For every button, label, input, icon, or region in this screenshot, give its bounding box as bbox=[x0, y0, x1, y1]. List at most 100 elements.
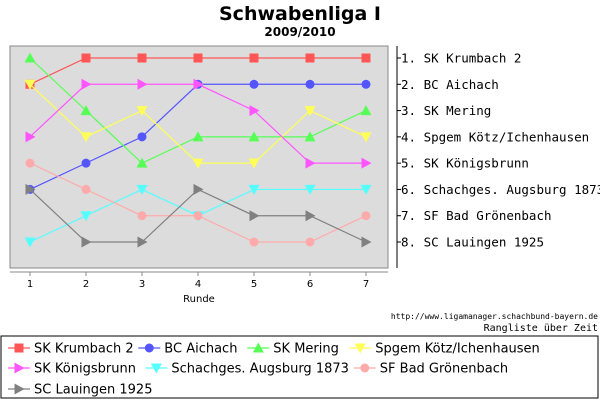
data-point bbox=[193, 211, 203, 221]
data-point bbox=[24, 237, 36, 248]
x-tick-label: 4 bbox=[195, 279, 201, 290]
chart-caption: Rangliste über Zeit bbox=[484, 323, 598, 334]
legend-entry: SK Königsbrunn bbox=[8, 362, 136, 377]
data-point bbox=[361, 79, 371, 89]
data-point bbox=[136, 157, 148, 168]
rank-label: 7. SF Bad Grönenbach bbox=[401, 208, 552, 223]
plot-area bbox=[9, 45, 389, 269]
data-point bbox=[25, 158, 35, 168]
data-point bbox=[192, 158, 204, 169]
data-point bbox=[248, 184, 260, 195]
x-tick-label: 5 bbox=[251, 279, 257, 290]
data-point bbox=[361, 157, 372, 169]
legend-entry: BC Aichach bbox=[138, 342, 237, 357]
x-tick-label: 1 bbox=[27, 279, 33, 290]
rank-label: 5. SK Königsbrunn bbox=[401, 156, 529, 171]
legend-marker bbox=[14, 343, 24, 353]
data-point bbox=[80, 211, 92, 222]
data-point bbox=[81, 78, 92, 90]
data-point bbox=[360, 105, 372, 116]
rank-label: 6. Schachges. Augsburg 1873 bbox=[401, 182, 600, 197]
data-point bbox=[81, 158, 91, 168]
data-point bbox=[305, 79, 315, 89]
data-point bbox=[81, 53, 91, 63]
data-point bbox=[248, 131, 260, 142]
chart-subtitle: 2009/2010 bbox=[264, 25, 335, 39]
series-3 bbox=[24, 52, 372, 168]
data-point bbox=[249, 210, 260, 222]
legend-label: Schachges. Augsburg 1873 bbox=[171, 362, 349, 377]
legend-marker bbox=[14, 362, 25, 374]
legend-marker bbox=[14, 383, 25, 395]
data-point bbox=[193, 78, 204, 90]
legend-label: SK Krumbach 2 bbox=[34, 342, 134, 357]
series-8 bbox=[25, 183, 372, 248]
x-tick-label: 3 bbox=[139, 279, 145, 290]
data-point bbox=[248, 158, 260, 169]
legend-entry: SK Krumbach 2 bbox=[8, 342, 134, 357]
data-point bbox=[137, 132, 147, 142]
legend-label: SF Bad Grönenbach bbox=[380, 362, 508, 377]
legend-label: SC Lauingen 1925 bbox=[34, 383, 152, 398]
data-point bbox=[137, 211, 147, 221]
data-point bbox=[192, 131, 204, 142]
data-point bbox=[25, 131, 36, 143]
legend-marker bbox=[150, 363, 162, 374]
data-point bbox=[249, 53, 259, 63]
legend-box bbox=[0, 335, 599, 399]
legend-label: BC Aichach bbox=[164, 342, 237, 357]
x-tick-label: 2 bbox=[83, 279, 89, 290]
series-4 bbox=[24, 79, 372, 169]
data-point bbox=[80, 132, 92, 143]
rank-label: 3. SK Mering bbox=[401, 103, 491, 118]
legend-entry: Spgem Kötz/Ichenhausen bbox=[349, 342, 540, 357]
data-point bbox=[249, 237, 259, 247]
legend-entry: SF Bad Grönenbach bbox=[353, 362, 508, 377]
rank-label: 2. BC Aichach bbox=[401, 77, 499, 92]
legend-label: SK Königsbrunn bbox=[34, 362, 136, 377]
chart-title: Schwabenliga I bbox=[219, 3, 381, 25]
data-point bbox=[193, 53, 203, 63]
series-layer bbox=[24, 52, 372, 248]
series-7 bbox=[25, 158, 371, 247]
data-point bbox=[360, 132, 372, 143]
rank-label: 1. SK Krumbach 2 bbox=[401, 51, 521, 66]
data-point bbox=[81, 184, 91, 194]
data-point bbox=[136, 184, 148, 195]
legend-entry: SC Lauingen 1925 bbox=[8, 383, 152, 398]
data-point bbox=[361, 211, 371, 221]
data-point bbox=[193, 183, 204, 195]
legend-label: SK Mering bbox=[273, 342, 339, 357]
legend-marker bbox=[354, 343, 366, 354]
data-point bbox=[249, 105, 260, 117]
legend-marker bbox=[144, 343, 154, 353]
data-point bbox=[25, 183, 36, 195]
data-point bbox=[137, 78, 148, 90]
legend-label: Spgem Kötz/Ichenhausen bbox=[375, 342, 540, 357]
data-point bbox=[305, 210, 316, 222]
data-point bbox=[136, 106, 148, 117]
data-point bbox=[304, 106, 316, 117]
data-point bbox=[305, 237, 315, 247]
legend-marker bbox=[360, 363, 370, 373]
data-point bbox=[24, 79, 36, 90]
legend-entry: SK Mering bbox=[247, 342, 339, 357]
ranking-list: 1. SK Krumbach 2 2. BC Aichach 3. SK Merin… bbox=[397, 51, 600, 250]
x-tick-label: 7 bbox=[363, 279, 369, 290]
data-point bbox=[137, 53, 147, 63]
x-axis-label: Runde bbox=[183, 294, 215, 305]
data-point bbox=[361, 53, 371, 63]
data-point bbox=[249, 79, 259, 89]
source-url: http://www.ligamanager.schachbund-bayern… bbox=[391, 312, 598, 321]
data-point bbox=[305, 53, 315, 63]
data-point bbox=[305, 157, 316, 169]
legend-entry: Schachges. Augsburg 1873 bbox=[145, 362, 349, 377]
rank-label: 8. SC Lauingen 1925 bbox=[401, 235, 544, 250]
x-ticks: 1 2 3 4 5 6 7 bbox=[27, 272, 369, 290]
data-point bbox=[80, 105, 92, 116]
data-point bbox=[361, 236, 372, 248]
data-point bbox=[304, 184, 316, 195]
data-point bbox=[81, 236, 92, 248]
data-point bbox=[24, 52, 36, 63]
